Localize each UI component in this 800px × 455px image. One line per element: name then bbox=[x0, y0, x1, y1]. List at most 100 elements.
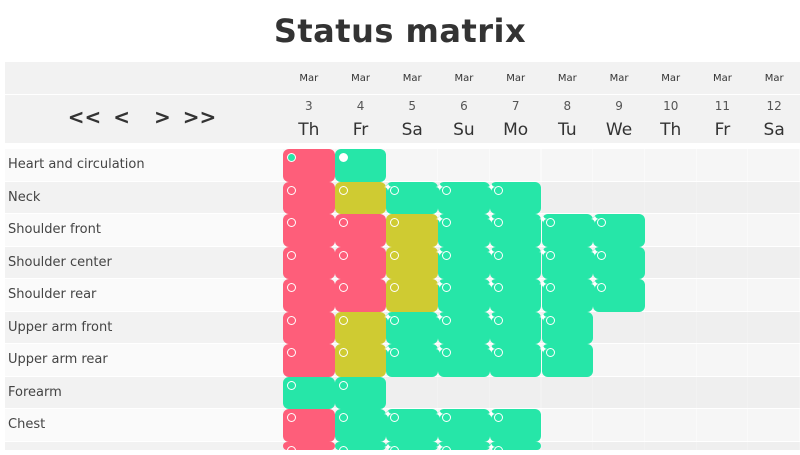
grid-cell[interactable] bbox=[438, 376, 489, 408]
grid-cell[interactable] bbox=[593, 376, 644, 408]
header-month: Mar bbox=[713, 73, 732, 84]
grid-cell[interactable] bbox=[593, 181, 644, 213]
grid-cell[interactable] bbox=[748, 214, 799, 246]
grid-cell[interactable] bbox=[438, 149, 489, 181]
header-month: Mar bbox=[351, 73, 370, 84]
header-day-number: 6 bbox=[460, 99, 468, 113]
sparkle-icon: ✦ bbox=[486, 310, 497, 324]
grid-cell[interactable] bbox=[748, 279, 799, 311]
grid-cell[interactable] bbox=[696, 311, 748, 343]
grid-cell[interactable] bbox=[748, 246, 799, 278]
grid-cell[interactable] bbox=[386, 376, 438, 408]
grid-cell[interactable] bbox=[541, 181, 593, 213]
grid-cell[interactable] bbox=[644, 246, 696, 278]
status-cell-green[interactable] bbox=[438, 441, 490, 450]
grid-cell[interactable] bbox=[696, 214, 748, 246]
grid-cell[interactable] bbox=[696, 409, 748, 441]
row-label: Shoulder front bbox=[8, 222, 101, 237]
sparkle-icon: ✦ bbox=[486, 213, 497, 226]
grid-cell[interactable] bbox=[748, 344, 799, 376]
header-month: Mar bbox=[454, 73, 474, 84]
status-marker-icon bbox=[545, 283, 555, 292]
grid-cell[interactable] bbox=[593, 409, 644, 441]
grid-cell[interactable] bbox=[748, 409, 799, 441]
grid-cell[interactable] bbox=[644, 376, 696, 408]
sparkle-icon: ✦ bbox=[435, 440, 445, 454]
status-marker-icon bbox=[493, 283, 503, 292]
sparkle-icon: ✦ bbox=[383, 310, 393, 324]
grid-cell[interactable] bbox=[696, 344, 748, 376]
grid-cell[interactable] bbox=[748, 181, 799, 213]
first-page-button[interactable]: << bbox=[67, 105, 102, 129]
grid-cell[interactable] bbox=[748, 441, 799, 450]
page-title: Status matrix bbox=[273, 12, 527, 50]
status-marker-icon bbox=[442, 185, 452, 195]
grid-cell[interactable] bbox=[644, 279, 696, 311]
status-marker-icon bbox=[338, 218, 348, 227]
header-day-number: 4 bbox=[356, 99, 365, 113]
grid-cell[interactable] bbox=[644, 214, 696, 246]
header-month: Mar bbox=[764, 73, 784, 84]
status-marker-icon bbox=[493, 413, 503, 422]
status-marker-icon bbox=[597, 250, 607, 260]
sparkle-icon: ✦ bbox=[590, 278, 600, 291]
grid-cell[interactable] bbox=[644, 311, 696, 343]
header-weekday: We bbox=[605, 120, 633, 140]
sparkle-icon: ✦ bbox=[538, 343, 548, 356]
row-label: Chest bbox=[8, 417, 46, 432]
row-label: Upper arm rear bbox=[8, 352, 108, 367]
status-marker-icon bbox=[338, 413, 348, 422]
status-marker-icon bbox=[390, 315, 400, 325]
grid-cell[interactable] bbox=[644, 409, 696, 441]
grid-cell[interactable] bbox=[541, 376, 593, 408]
status-marker-icon bbox=[545, 250, 555, 260]
grid-cell[interactable] bbox=[696, 246, 748, 278]
grid-cell[interactable] bbox=[489, 149, 541, 181]
status-cell-green[interactable] bbox=[489, 441, 542, 450]
sparkle-icon: ✦ bbox=[383, 343, 393, 356]
next-page-button[interactable]: > bbox=[154, 105, 171, 129]
row-label: Heart and circulation bbox=[8, 157, 145, 172]
grid-cell[interactable] bbox=[748, 149, 799, 181]
grid-cell[interactable] bbox=[541, 149, 593, 181]
last-page-button[interactable]: >> bbox=[182, 105, 217, 129]
grid-cell[interactable] bbox=[593, 344, 644, 376]
grid-cell[interactable] bbox=[644, 181, 696, 213]
grid-cell[interactable] bbox=[696, 181, 748, 213]
grid-cell[interactable] bbox=[593, 441, 644, 450]
grid-cell[interactable] bbox=[696, 279, 748, 311]
header-month: Mar bbox=[506, 73, 526, 84]
grid-cell[interactable] bbox=[696, 149, 748, 181]
grid-cell[interactable] bbox=[541, 409, 593, 441]
grid-cell[interactable] bbox=[593, 311, 644, 343]
status-marker-icon bbox=[338, 185, 348, 195]
grid-cell[interactable] bbox=[386, 149, 438, 181]
status-marker-icon bbox=[442, 413, 452, 422]
prev-page-button[interactable]: < bbox=[113, 105, 130, 129]
grid-cell[interactable] bbox=[644, 149, 696, 181]
sparkle-icon: ✦ bbox=[486, 440, 497, 454]
grid-cell[interactable] bbox=[644, 441, 696, 450]
row-label: Shoulder center bbox=[8, 254, 112, 270]
status-marker-icon bbox=[338, 445, 348, 455]
status-cell-green[interactable] bbox=[386, 441, 439, 450]
grid-cell[interactable] bbox=[541, 441, 593, 450]
sparkle-icon: ✦ bbox=[435, 408, 445, 421]
grid-cell[interactable] bbox=[489, 376, 541, 408]
status-marker-icon bbox=[390, 348, 400, 357]
grid-cell[interactable] bbox=[696, 376, 748, 408]
status-marker-icon bbox=[545, 348, 555, 357]
status-cell-green[interactable] bbox=[334, 441, 387, 450]
grid-cell[interactable] bbox=[696, 441, 748, 450]
sparkle-icon: ✦ bbox=[486, 245, 497, 259]
grid-cell[interactable] bbox=[748, 311, 799, 343]
status-marker-icon bbox=[338, 283, 348, 292]
sparkle-icon: ✦ bbox=[435, 278, 445, 291]
status-cell-red[interactable] bbox=[283, 441, 335, 450]
grid-cell[interactable] bbox=[644, 344, 696, 376]
status-marker-icon bbox=[338, 153, 348, 162]
grid-cell[interactable] bbox=[593, 149, 644, 181]
grid-cell[interactable] bbox=[748, 376, 799, 408]
status-marker-icon bbox=[442, 218, 452, 227]
status-marker-icon bbox=[287, 283, 296, 292]
